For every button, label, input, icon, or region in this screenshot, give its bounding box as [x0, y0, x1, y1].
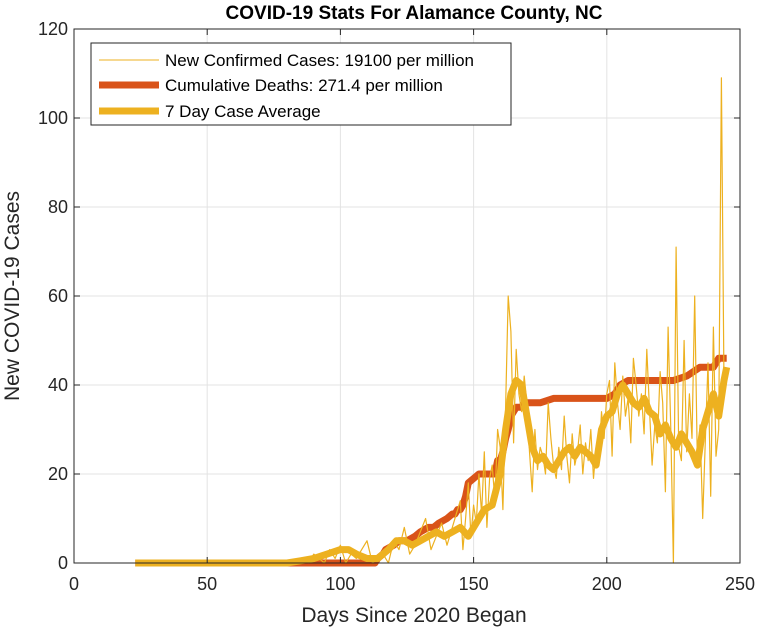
x-tick-label: 0 — [69, 574, 79, 594]
legend-label-cumulative-deaths: Cumulative Deaths: 271.4 per million — [165, 76, 443, 95]
legend-box — [90, 42, 512, 126]
ticks: 0 50 100 150 200 250 0 20 40 60 80 100 120 — [38, 19, 755, 594]
y-tick-label: 120 — [38, 19, 68, 39]
legend: New Confirmed Cases: 19100 per million C… — [90, 42, 512, 126]
series-7-day-case-average — [135, 366, 731, 567]
series-new-confirmed-cases — [135, 77, 728, 564]
series-layer — [135, 77, 731, 567]
y-axis-label: New COVID-19 Cases — [1, 191, 24, 401]
chart-title: COVID-19 Stats For Alamance County, NC — [226, 3, 603, 24]
y-tick-label: 80 — [48, 197, 68, 217]
y-tick-label: 0 — [58, 553, 68, 573]
x-tick-label: 100 — [325, 574, 355, 594]
y-tick-label: 20 — [48, 464, 68, 484]
x-tick-label: 150 — [459, 574, 489, 594]
legend-label-7-day-average: 7 Day Case Average — [165, 102, 321, 121]
x-tick-label: 200 — [592, 574, 622, 594]
y-tick-label: 60 — [48, 286, 68, 306]
x-tick-label: 250 — [725, 574, 755, 594]
x-tick-label: 50 — [197, 574, 217, 594]
y-tick-label: 40 — [48, 375, 68, 395]
legend-label-new-cases: New Confirmed Cases: 19100 per million — [165, 51, 474, 70]
y-tick-label: 100 — [38, 108, 68, 128]
x-axis-label: Days Since 2020 Began — [301, 604, 526, 627]
